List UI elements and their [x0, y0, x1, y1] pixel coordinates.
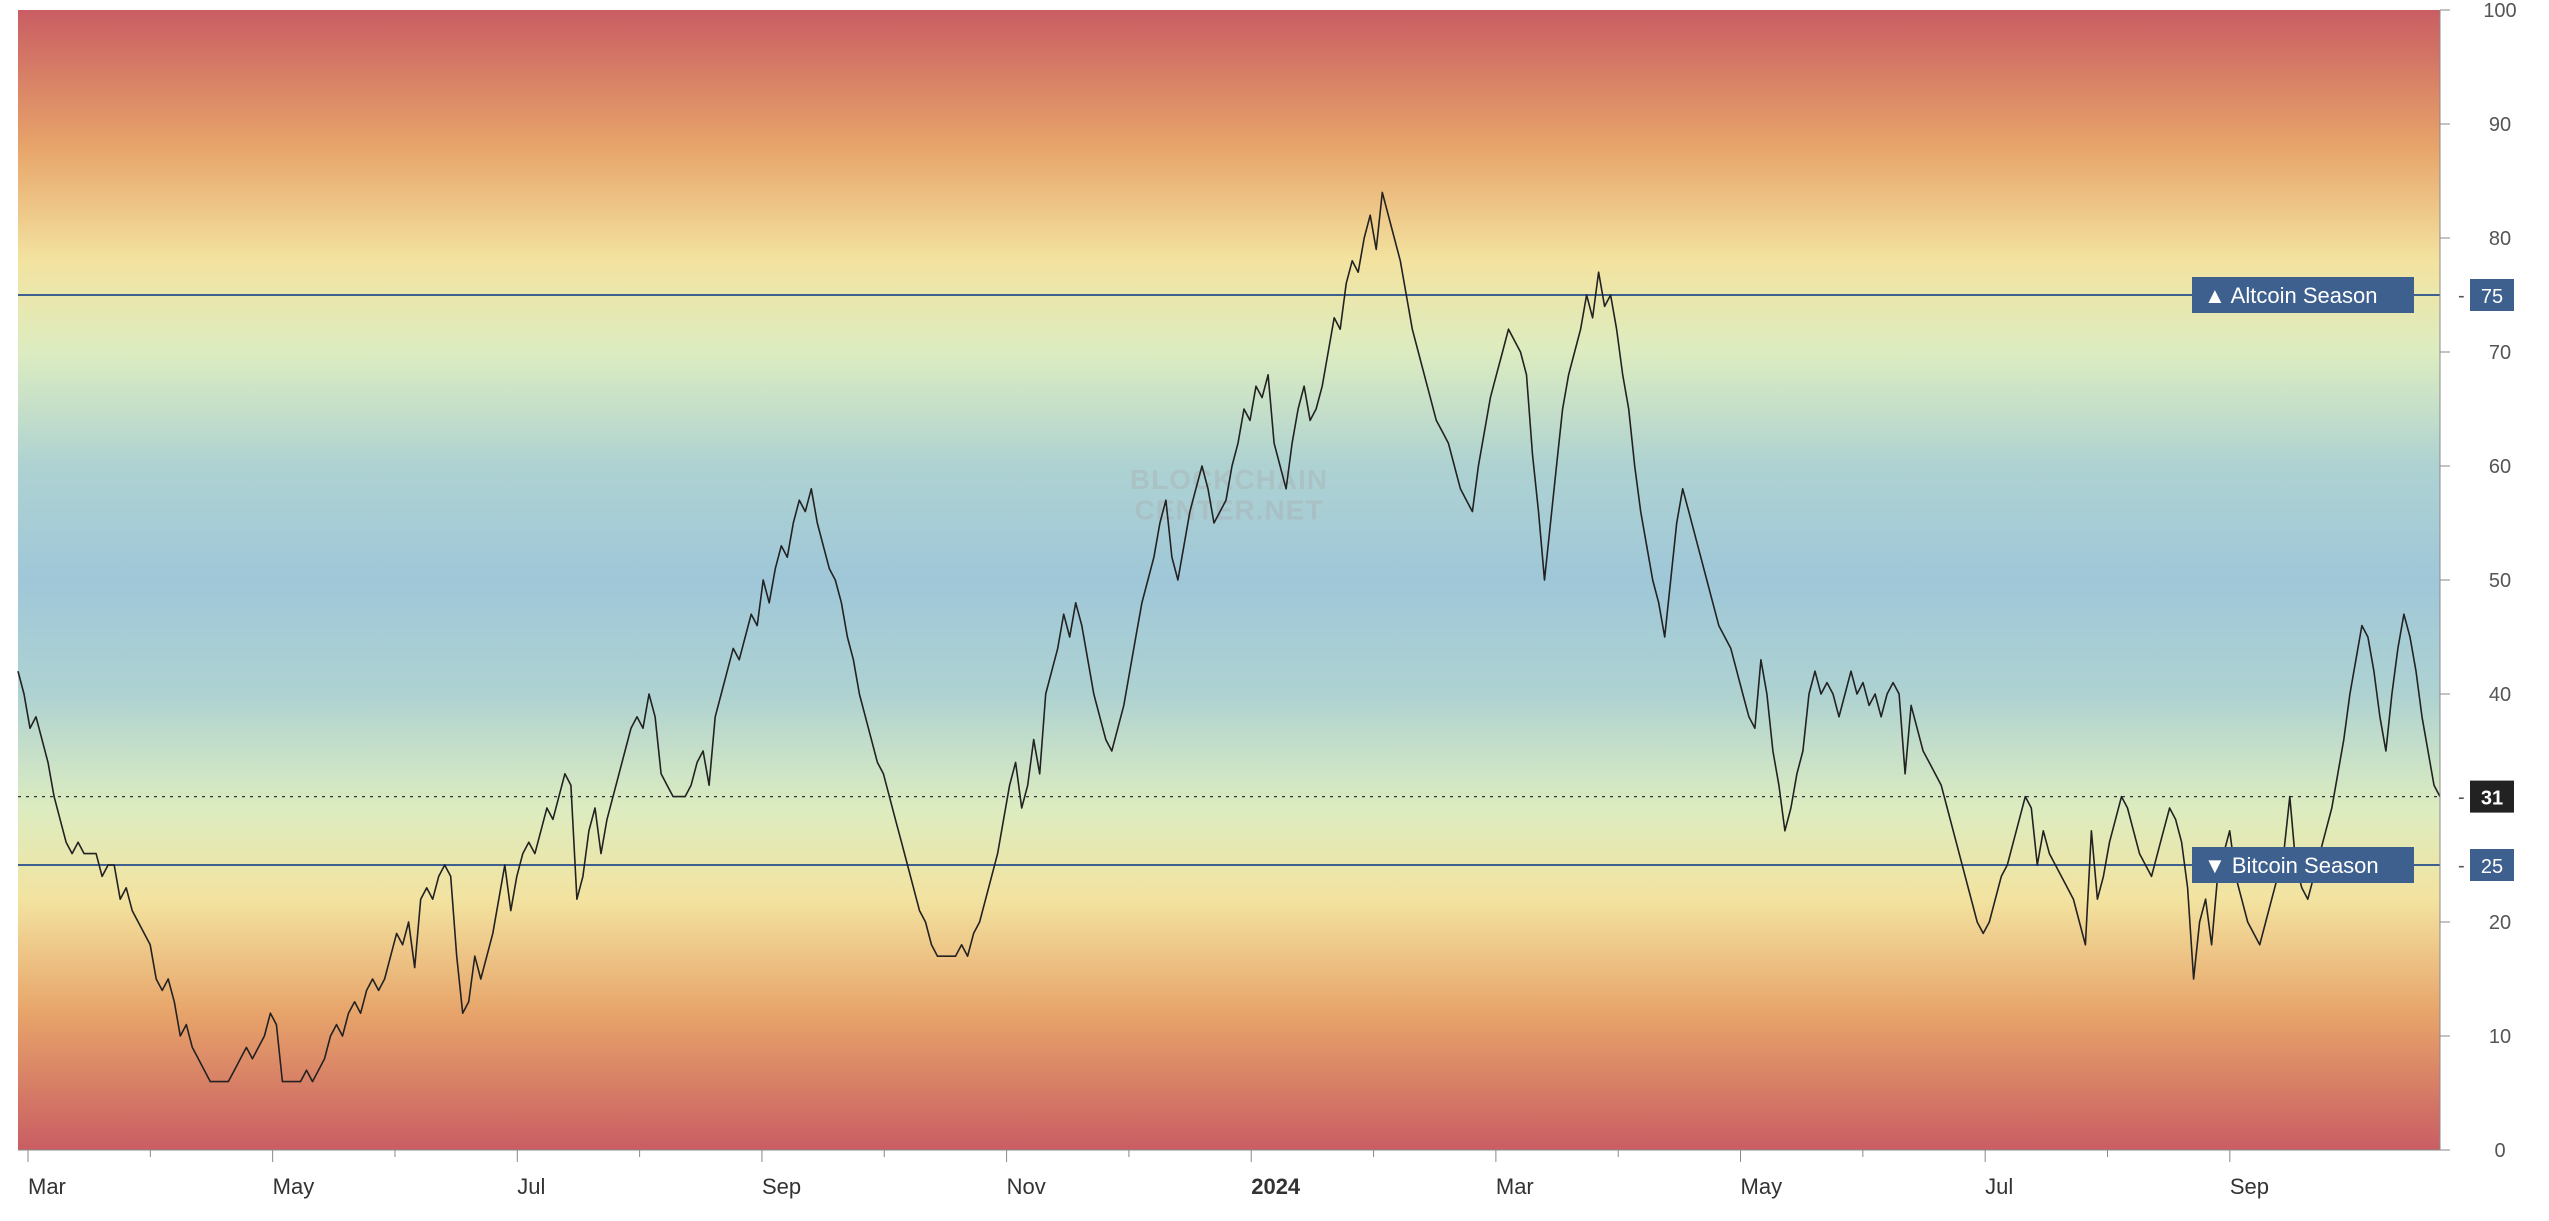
bitcoin-season-badge-text: ▼ Bitcoin Season: [2204, 853, 2379, 878]
x-tick-label: Jul: [517, 1174, 545, 1199]
x-tick-label: Mar: [1496, 1174, 1534, 1199]
chart-svg: BLOCKCHAINCENTER.NET 0 10 20 40 50 60 70 80 90 100…: [0, 0, 2549, 1221]
y-tick-label: 0: [2494, 1140, 2505, 1162]
gradient-background: [18, 10, 2440, 1150]
y-tick-label: 20: [2489, 912, 2511, 934]
x-tick-label: Mar: [28, 1174, 66, 1199]
x-tick-label: May: [273, 1174, 315, 1199]
y-tick-label: 10: [2489, 1026, 2511, 1048]
bitcoin-threshold-value: 25: [2481, 856, 2503, 878]
y-tick-label: 80: [2489, 228, 2511, 250]
x-tick-label: May: [1741, 1174, 1783, 1199]
x-tick-label: Jul: [1985, 1174, 2013, 1199]
y-tick-label: 90: [2489, 114, 2511, 136]
svg-text:-: -: [2458, 285, 2465, 307]
x-tick-label: Nov: [1007, 1174, 1046, 1199]
svg-text:-: -: [2458, 787, 2465, 809]
watermark: BLOCKCHAINCENTER.NET: [1130, 464, 1328, 526]
y-tick-label: 40: [2489, 684, 2511, 706]
x-tick-label: 2024: [1251, 1174, 1301, 1199]
y-tick-label: 100: [2483, 0, 2516, 22]
altcoin-season-badge-text: ▲ Altcoin Season: [2204, 283, 2377, 308]
x-tick-label: Sep: [2230, 1174, 2269, 1199]
y-tick-label: 50: [2489, 570, 2511, 592]
y-tick-label: 70: [2489, 342, 2511, 364]
x-tick-label: Sep: [762, 1174, 801, 1199]
altcoin-threshold-value: 75: [2481, 286, 2503, 308]
y-tick-label: 60: [2489, 456, 2511, 478]
altcoin-season-index-chart: BLOCKCHAINCENTER.NET 0 10 20 40 50 60 70 80 90 100…: [0, 0, 2549, 1221]
current-value-text: 31: [2481, 788, 2503, 810]
svg-text:-: -: [2458, 855, 2465, 877]
